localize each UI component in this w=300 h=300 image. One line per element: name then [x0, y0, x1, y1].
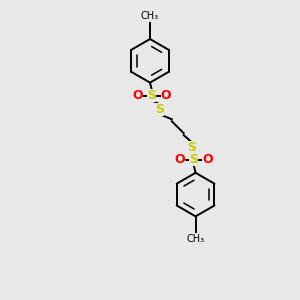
Text: S: S — [155, 103, 164, 116]
Text: O: O — [202, 153, 213, 167]
Text: S: S — [187, 140, 196, 154]
Text: CH₃: CH₃ — [187, 234, 205, 244]
Text: O: O — [133, 89, 143, 102]
Text: CH₃: CH₃ — [141, 11, 159, 21]
Text: O: O — [174, 153, 185, 167]
Text: S: S — [189, 153, 198, 167]
Text: O: O — [160, 89, 171, 102]
Text: S: S — [148, 89, 157, 102]
